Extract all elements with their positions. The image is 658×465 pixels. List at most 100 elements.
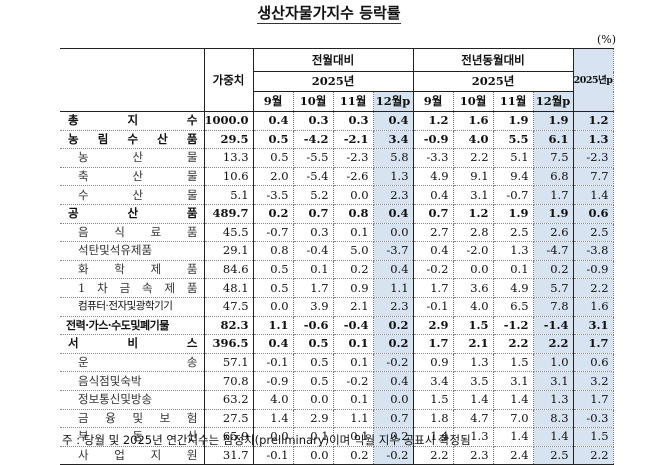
table-row: 부 동 산 65.9 0.0 0.1 0.1 0.2 1.4 1.3 1.4 1.4 1.5 bbox=[60, 427, 614, 447]
header-yoy-dec: 12월p bbox=[533, 91, 574, 112]
annual-cell: -0.3 bbox=[573, 409, 614, 429]
yoy-cell: 7.5 bbox=[533, 148, 574, 168]
yoy-cell: -1.2 bbox=[493, 315, 534, 336]
mom-cell: 0.8 bbox=[253, 241, 294, 261]
mom-cell: 0.5 bbox=[253, 278, 294, 298]
mom-cell: 0.1 bbox=[293, 260, 334, 280]
annual-cell: 3.1 bbox=[573, 315, 614, 336]
table-row: 컴퓨터·전자및광학기기 47.5 0.0 3.9 2.1 2.3 -0.1 4.0 6.5 7.8… bbox=[60, 297, 614, 317]
header-mom-nov: 11월 bbox=[333, 91, 374, 112]
header-yoy-year: 2025년 bbox=[413, 71, 574, 92]
table-row: 총 지 수 1000.0 0.4 0.3 0.3 0.4 1.2 1.6 1.9 1.9 1.2 bbox=[60, 111, 614, 131]
header-mom: 전월대비 bbox=[253, 48, 414, 72]
weight-cell: 57.1 bbox=[204, 353, 254, 373]
mom-cell: 0.1 bbox=[333, 390, 374, 410]
mom-cell: 0.3 bbox=[293, 223, 334, 243]
mom-cell: -0.1 bbox=[253, 446, 294, 465]
yoy-cell: -2.0 bbox=[453, 241, 494, 261]
mom-cell: 1.1 bbox=[253, 315, 294, 336]
mom-cell: -3.7 bbox=[373, 241, 414, 261]
row-label: 부 동 산 bbox=[60, 427, 205, 447]
mom-cell: -5.4 bbox=[293, 167, 334, 187]
mom-cell: -2.3 bbox=[333, 148, 374, 168]
row-label: 석탄및석유제품 bbox=[60, 241, 205, 261]
weight-cell: 47.5 bbox=[204, 297, 254, 317]
weight-cell: 29.5 bbox=[204, 129, 254, 150]
mom-cell: 0.2 bbox=[333, 446, 374, 465]
yoy-cell: 2.2 bbox=[413, 446, 454, 465]
header-yoy: 전년동월대비 bbox=[413, 48, 574, 72]
annual-cell: 0.6 bbox=[573, 203, 614, 224]
yoy-cell: 6.1 bbox=[533, 129, 574, 150]
row-label: 음 식 료 품 bbox=[60, 223, 205, 243]
mom-cell: 2.3 bbox=[373, 297, 414, 317]
yoy-cell: -4.7 bbox=[533, 241, 574, 261]
yoy-cell: 1.3 bbox=[453, 353, 494, 373]
yoy-cell: 2.2 bbox=[453, 148, 494, 168]
weight-cell: 10.6 bbox=[204, 167, 254, 187]
mom-cell: 0.5 bbox=[253, 260, 294, 280]
yoy-cell: 6.8 bbox=[533, 167, 574, 187]
yoy-cell: 3.6 bbox=[453, 278, 494, 298]
yoy-cell: 2.5 bbox=[533, 446, 574, 465]
yoy-cell: 1.7 bbox=[533, 185, 574, 205]
yoy-cell: 4.9 bbox=[413, 167, 454, 187]
yoy-cell: 1.6 bbox=[453, 111, 494, 131]
mom-cell: 0.0 bbox=[373, 390, 414, 410]
yoy-cell: 4.0 bbox=[453, 129, 494, 150]
weight-cell: 84.6 bbox=[204, 260, 254, 280]
yoy-cell: 1.2 bbox=[453, 203, 494, 224]
yoy-cell: 1.7 bbox=[413, 278, 454, 298]
yoy-cell: 1.9 bbox=[493, 203, 534, 224]
mom-cell: 0.5 bbox=[293, 371, 334, 391]
table-row: 사 업 지 원 31.7 -0.1 0.0 0.2 -0.2 2.2 2.3 2.4 2.5 2.2 bbox=[60, 446, 614, 465]
header-weight: 가중치 bbox=[204, 48, 254, 112]
annual-cell: 7.7 bbox=[573, 167, 614, 187]
mom-cell: 0.2 bbox=[373, 334, 414, 354]
mom-cell: 1.4 bbox=[253, 409, 294, 429]
yoy-cell: 2.2 bbox=[493, 334, 534, 354]
mom-cell: 5.2 bbox=[293, 185, 334, 205]
yoy-cell: -0.9 bbox=[413, 129, 454, 150]
mom-cell: -4.2 bbox=[293, 129, 334, 150]
weight-cell: 13.3 bbox=[204, 148, 254, 168]
table-row: 화 학 제 품 84.6 0.5 0.1 0.2 0.4 -0.2 0.0 0.1 0.2 -0.9 bbox=[60, 260, 614, 280]
yoy-cell: -0.2 bbox=[413, 260, 454, 280]
yoy-cell: 5.7 bbox=[533, 278, 574, 298]
yoy-cell: 5.5 bbox=[493, 129, 534, 150]
yoy-cell: 0.0 bbox=[453, 260, 494, 280]
header-mom-oct: 10월 bbox=[293, 91, 334, 112]
weight-cell: 45.5 bbox=[204, 223, 254, 243]
annual-cell: 1.6 bbox=[573, 297, 614, 317]
yoy-cell: 2.7 bbox=[413, 223, 454, 243]
annual-cell: 1.5 bbox=[573, 427, 614, 447]
mom-cell: -3.5 bbox=[253, 185, 294, 205]
table-row: 농 산 물 13.3 0.5 -5.5 -2.3 5.8 -3.3 2.2 5.1 7.5 -2.3 bbox=[60, 148, 614, 168]
header-annual: 2025년p bbox=[573, 48, 614, 112]
yoy-cell: 9.4 bbox=[493, 167, 534, 187]
yoy-cell: 1.7 bbox=[413, 334, 454, 354]
yoy-cell: 1.3 bbox=[493, 241, 534, 261]
mom-cell: -0.2 bbox=[333, 371, 374, 391]
yoy-cell: 3.4 bbox=[413, 371, 454, 391]
row-label: 공 산 품 bbox=[60, 203, 205, 224]
yoy-cell: 1.8 bbox=[413, 409, 454, 429]
table-row: 농 림 수 산 품 29.5 0.5 -4.2 -2.1 3.4 -0.9 4.0 5.5 6.1… bbox=[60, 129, 614, 150]
table-row: 1 차 금 속 제 품 48.1 0.5 1.7 0.9 1.1 1.7 3.6 4.9 5.7 2… bbox=[60, 278, 614, 298]
mom-cell: 1.7 bbox=[293, 278, 334, 298]
mom-cell: 0.2 bbox=[373, 427, 414, 447]
annual-cell: 3.2 bbox=[573, 371, 614, 391]
yoy-cell: 1.4 bbox=[413, 427, 454, 447]
annual-cell: 2.2 bbox=[573, 278, 614, 298]
weight-cell: 31.7 bbox=[204, 446, 254, 465]
annual-cell: -0.9 bbox=[573, 260, 614, 280]
table-row: 운 송 57.1 -0.1 0.5 0.1 -0.2 0.9 1.3 1.5 1.0 0.6 bbox=[60, 353, 614, 373]
mom-cell: 0.0 bbox=[293, 446, 334, 465]
mom-cell: 0.4 bbox=[373, 111, 414, 131]
annual-cell: 0.6 bbox=[573, 353, 614, 373]
mom-cell: 0.5 bbox=[293, 353, 334, 373]
mom-cell: 0.7 bbox=[373, 409, 414, 429]
weight-cell: 27.5 bbox=[204, 409, 254, 429]
yoy-cell: 2.5 bbox=[493, 223, 534, 243]
mom-cell: 0.4 bbox=[373, 203, 414, 224]
